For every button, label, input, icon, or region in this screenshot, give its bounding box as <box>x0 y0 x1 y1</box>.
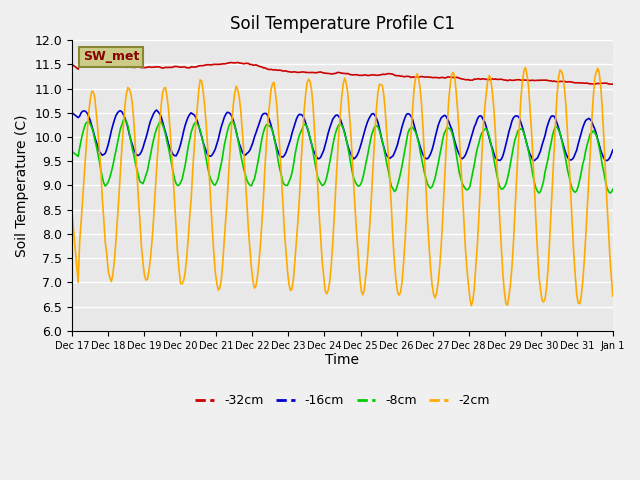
Text: SW_met: SW_met <box>83 50 140 63</box>
X-axis label: Time: Time <box>326 353 360 367</box>
Legend: -32cm, -16cm, -8cm, -2cm: -32cm, -16cm, -8cm, -2cm <box>190 389 495 412</box>
Title: Soil Temperature Profile C1: Soil Temperature Profile C1 <box>230 15 455 33</box>
Y-axis label: Soil Temperature (C): Soil Temperature (C) <box>15 114 29 257</box>
